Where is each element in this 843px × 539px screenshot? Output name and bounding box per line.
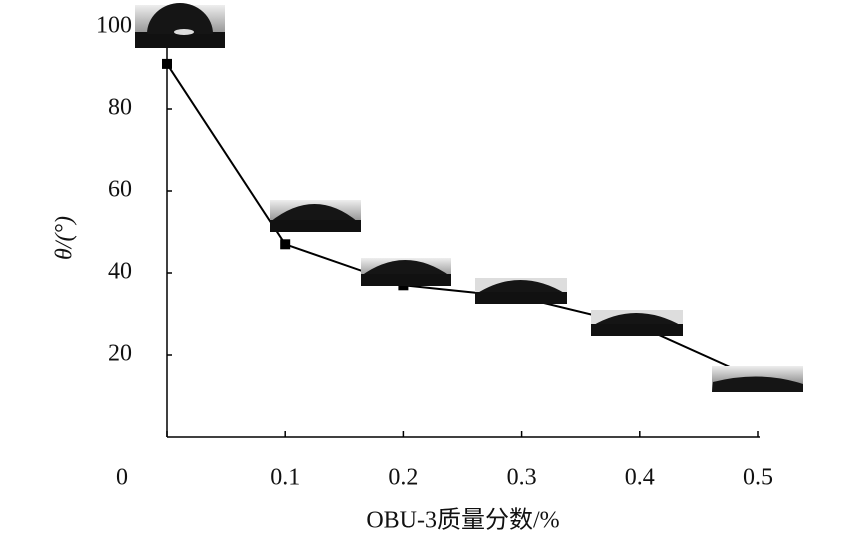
y-tick-label: 20 bbox=[108, 341, 132, 367]
y-axis-label: θ/(°) bbox=[52, 216, 78, 260]
y-tick-label: 60 bbox=[108, 177, 132, 203]
x-tick-label: 0.1 bbox=[270, 465, 300, 491]
point bbox=[280, 239, 291, 250]
point bbox=[162, 58, 172, 69]
axes: 20 40 60 80 100 0 0.1 0.2 0.3 0.4 0.5 bbox=[96, 13, 773, 491]
droplet bbox=[712, 366, 803, 392]
x-tick-label: 0.4 bbox=[625, 465, 655, 491]
droplet bbox=[361, 258, 451, 286]
x-tick-label: 0.2 bbox=[388, 465, 418, 491]
x-tick-label: 0 bbox=[116, 465, 128, 491]
droplet-images bbox=[135, 3, 803, 392]
droplet bbox=[475, 278, 567, 304]
x-tick-label: 0.3 bbox=[507, 465, 537, 491]
droplet bbox=[270, 200, 361, 232]
droplet bbox=[135, 3, 225, 48]
y-tick-label: 40 bbox=[108, 259, 132, 285]
x-tick-label: 0.5 bbox=[743, 465, 773, 491]
droplet bbox=[591, 310, 683, 336]
x-axis-label: OBU-3质量分数/% bbox=[366, 507, 559, 534]
y-tick-label: 80 bbox=[108, 95, 132, 121]
y-tick-label: 100 bbox=[96, 13, 132, 39]
